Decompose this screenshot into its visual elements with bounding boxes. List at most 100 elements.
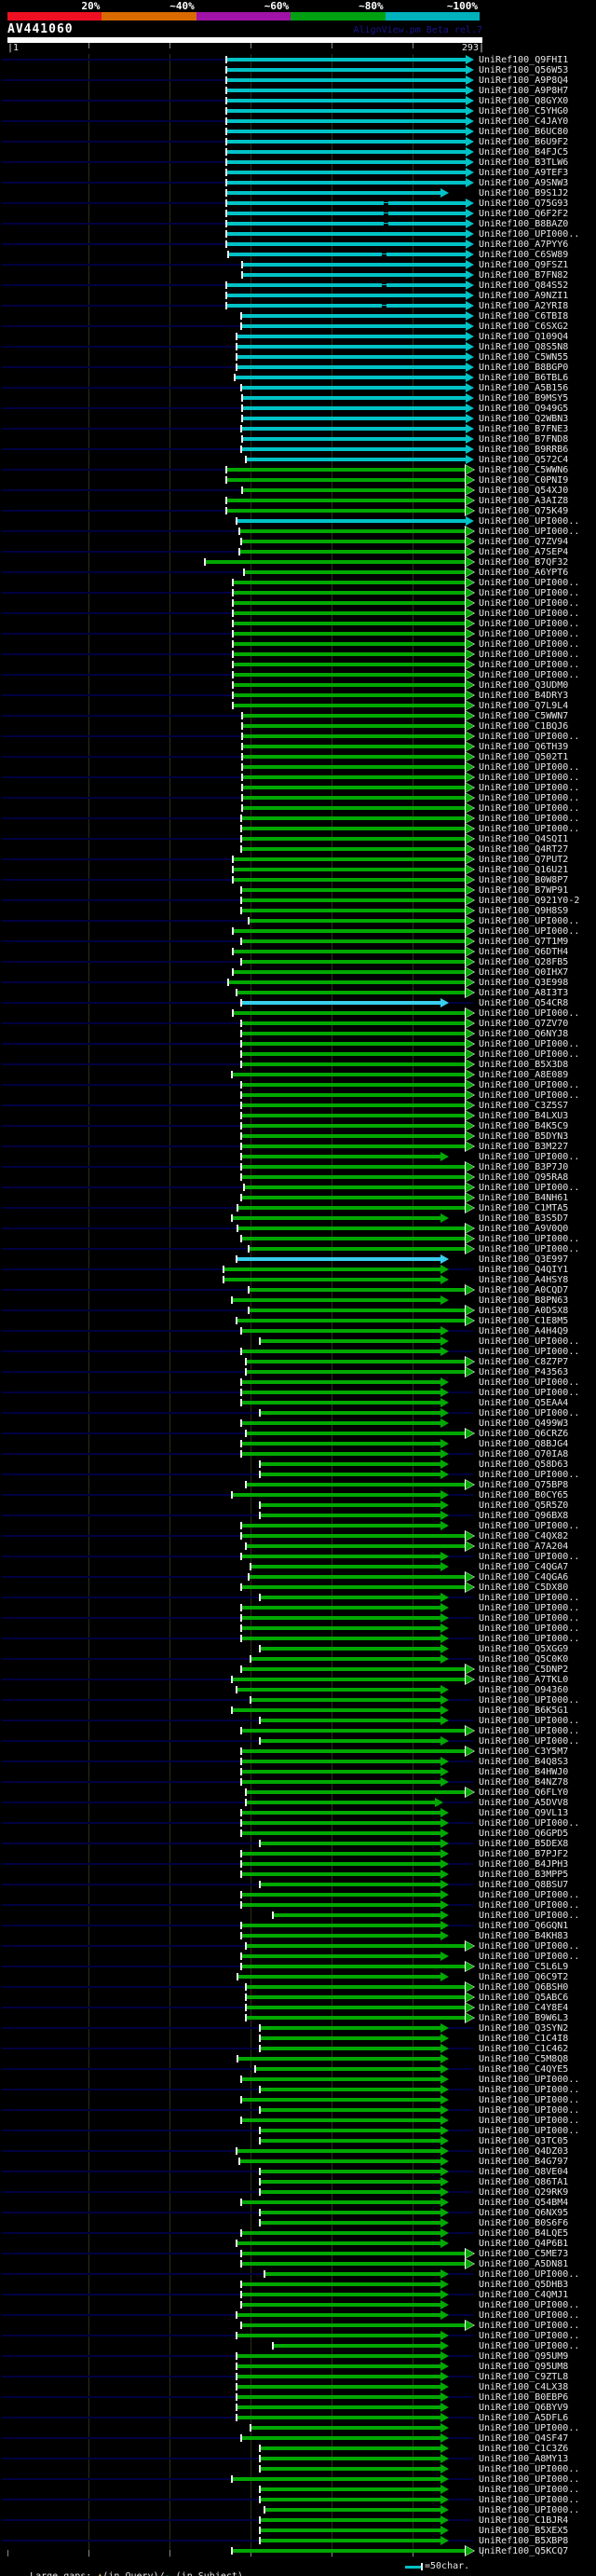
alignment-bar[interactable] bbox=[226, 294, 467, 297]
hit-label[interactable]: UniRef100_Q4RT27 bbox=[479, 844, 569, 855]
alignment-bar[interactable] bbox=[260, 2487, 441, 2491]
alignment-bar[interactable] bbox=[226, 222, 467, 226]
hit-label[interactable]: UniRef100_C6SW89 bbox=[479, 250, 569, 260]
hit-label[interactable]: UniRef100_UPI000.. bbox=[479, 814, 580, 824]
hit-label[interactable]: UniRef100_B5X3D8 bbox=[479, 1060, 569, 1070]
alignment-bar[interactable] bbox=[231, 1073, 467, 1076]
alignment-bar[interactable] bbox=[233, 663, 467, 666]
alignment-bar[interactable] bbox=[240, 898, 467, 902]
hit-label[interactable]: UniRef100_P43563 bbox=[479, 1367, 569, 1377]
hit-label[interactable]: UniRef100_B9W6L3 bbox=[479, 2013, 569, 2023]
hit-label[interactable]: UniRef100_UPI000.. bbox=[479, 1183, 580, 1193]
alignment-bar[interactable] bbox=[226, 119, 467, 123]
alignment-bar[interactable] bbox=[242, 806, 467, 810]
hit-label[interactable]: UniRef100_UPI000.. bbox=[479, 2116, 580, 2126]
hit-label[interactable]: UniRef100_Q6FLY0 bbox=[479, 1788, 569, 1798]
hit-label[interactable]: UniRef100_UPI000.. bbox=[479, 1818, 580, 1829]
hit-label[interactable]: UniRef100_Q9H8S9 bbox=[479, 906, 569, 916]
alignment-bar[interactable] bbox=[245, 1944, 467, 1948]
hit-label[interactable]: UniRef100_Q56W53 bbox=[479, 65, 569, 75]
hit-label[interactable]: UniRef100_UPI000.. bbox=[479, 793, 580, 803]
alignment-bar[interactable] bbox=[240, 1032, 467, 1035]
alignment-bar[interactable] bbox=[237, 2057, 441, 2061]
hit-label[interactable]: UniRef100_B9MSY5 bbox=[479, 393, 569, 404]
alignment-bar[interactable] bbox=[226, 130, 467, 133]
alignment-bar[interactable] bbox=[260, 2170, 441, 2173]
alignment-bar[interactable] bbox=[240, 1770, 441, 1774]
alignment-bar[interactable] bbox=[242, 745, 467, 748]
alignment-bar[interactable] bbox=[233, 581, 467, 584]
hit-label[interactable]: UniRef100_Q5ABC6 bbox=[479, 1993, 569, 2003]
alignment-bar[interactable] bbox=[236, 2241, 441, 2245]
hit-label[interactable]: UniRef100_C4JAY0 bbox=[479, 116, 569, 127]
alignment-bar[interactable] bbox=[245, 1370, 467, 1374]
alignment-bar[interactable] bbox=[240, 1626, 441, 1630]
hit-label[interactable]: UniRef100_C1E8M5 bbox=[479, 1316, 569, 1326]
alignment-bar[interactable] bbox=[245, 2006, 467, 2009]
hit-label[interactable]: UniRef100_UPI000.. bbox=[479, 2269, 580, 2280]
hit-label[interactable]: UniRef100_Q58D63 bbox=[479, 1459, 569, 1470]
alignment-bar[interactable] bbox=[240, 1872, 441, 1876]
alignment-bar[interactable] bbox=[226, 89, 467, 92]
hit-label[interactable]: UniRef100_C5L6L9 bbox=[479, 1962, 569, 1972]
hit-label[interactable]: UniRef100_Q95UM8 bbox=[479, 2362, 569, 2372]
alignment-bar[interactable] bbox=[231, 1678, 467, 1681]
hit-label[interactable]: UniRef100_C4QX82 bbox=[479, 1531, 569, 1541]
alignment-bar[interactable] bbox=[260, 2467, 441, 2471]
alignment-bar[interactable] bbox=[249, 1309, 467, 1312]
alignment-bar[interactable] bbox=[240, 447, 467, 451]
hit-label[interactable]: UniRef100_Q7PUT2 bbox=[479, 855, 569, 865]
hit-label[interactable]: UniRef100_B6U9F2 bbox=[479, 137, 569, 147]
hit-label[interactable]: UniRef100_Q3SYN2 bbox=[479, 2023, 569, 2034]
hit-label[interactable]: UniRef100_UPI000.. bbox=[479, 762, 580, 773]
alignment-bar[interactable] bbox=[260, 1883, 441, 1886]
hit-label[interactable]: UniRef100_C4QGA7 bbox=[479, 1562, 569, 1572]
alignment-bar[interactable] bbox=[226, 171, 467, 174]
alignment-bar[interactable] bbox=[240, 1329, 441, 1333]
alignment-bar[interactable] bbox=[236, 365, 467, 369]
alignment-bar[interactable] bbox=[237, 1975, 441, 1979]
alignment-bar[interactable] bbox=[233, 704, 467, 707]
alignment-bar[interactable] bbox=[240, 909, 467, 912]
hit-label[interactable]: UniRef100_B3P7J0 bbox=[479, 1162, 569, 1172]
hit-label[interactable]: UniRef100_UPI000.. bbox=[479, 1736, 580, 1747]
alignment-bar[interactable] bbox=[260, 2088, 441, 2091]
alignment-bar[interactable] bbox=[240, 540, 467, 543]
hit-label[interactable]: UniRef100_Q7ZV70 bbox=[479, 1019, 569, 1029]
hit-label[interactable]: UniRef100_UPI000.. bbox=[479, 670, 580, 680]
alignment-bar[interactable] bbox=[236, 2149, 441, 2153]
alignment-bar[interactable] bbox=[240, 1811, 441, 1815]
alignment-bar[interactable] bbox=[239, 550, 467, 554]
hit-label[interactable]: UniRef100_UPI000.. bbox=[479, 1952, 580, 1962]
alignment-bar[interactable] bbox=[242, 775, 467, 779]
hit-label[interactable]: UniRef100_UPI000.. bbox=[479, 1234, 580, 1244]
alignment-bar[interactable] bbox=[233, 642, 467, 646]
alignment-bar[interactable] bbox=[226, 468, 467, 472]
hit-label[interactable]: UniRef100_UPI000.. bbox=[479, 732, 580, 742]
alignment-bar[interactable] bbox=[240, 1934, 441, 1938]
alignment-bar[interactable] bbox=[260, 2108, 441, 2112]
alignment-bar[interactable] bbox=[240, 1667, 467, 1671]
alignment-bar[interactable] bbox=[260, 2528, 441, 2532]
alignment-bar[interactable] bbox=[236, 991, 467, 994]
hit-label[interactable]: UniRef100_Q6GQN1 bbox=[479, 1921, 569, 1931]
hit-label[interactable]: UniRef100_C1BQJ6 bbox=[479, 721, 569, 732]
alignment-bar[interactable] bbox=[260, 1339, 441, 1343]
hit-label[interactable]: UniRef100_UPI000.. bbox=[479, 516, 580, 527]
hit-label[interactable]: UniRef100_Q6GPD5 bbox=[479, 1829, 569, 1839]
alignment-bar[interactable] bbox=[260, 2498, 441, 2501]
hit-label[interactable]: UniRef100_UPI000.. bbox=[479, 2423, 580, 2433]
alignment-bar[interactable] bbox=[272, 1913, 441, 1917]
alignment-bar[interactable] bbox=[236, 2313, 441, 2317]
hit-label[interactable]: UniRef100_A9NZI1 bbox=[479, 291, 569, 301]
hit-label[interactable]: UniRef100_B9S1J2 bbox=[479, 188, 569, 199]
hit-label[interactable]: UniRef100_B0S6F6 bbox=[479, 2218, 569, 2228]
hit-label[interactable]: UniRef100_Q6C9T2 bbox=[479, 1972, 569, 1982]
alignment-bar[interactable] bbox=[242, 437, 467, 441]
hit-label[interactable]: UniRef100_Q6F2F2 bbox=[479, 209, 569, 219]
hit-label[interactable]: UniRef100_UPI000.. bbox=[479, 1008, 580, 1019]
hit-label[interactable]: UniRef100_C1C462 bbox=[479, 2044, 569, 2054]
alignment-bar[interactable] bbox=[260, 2518, 441, 2522]
alignment-bar[interactable] bbox=[240, 1237, 467, 1240]
alignment-bar[interactable] bbox=[245, 1801, 437, 1804]
